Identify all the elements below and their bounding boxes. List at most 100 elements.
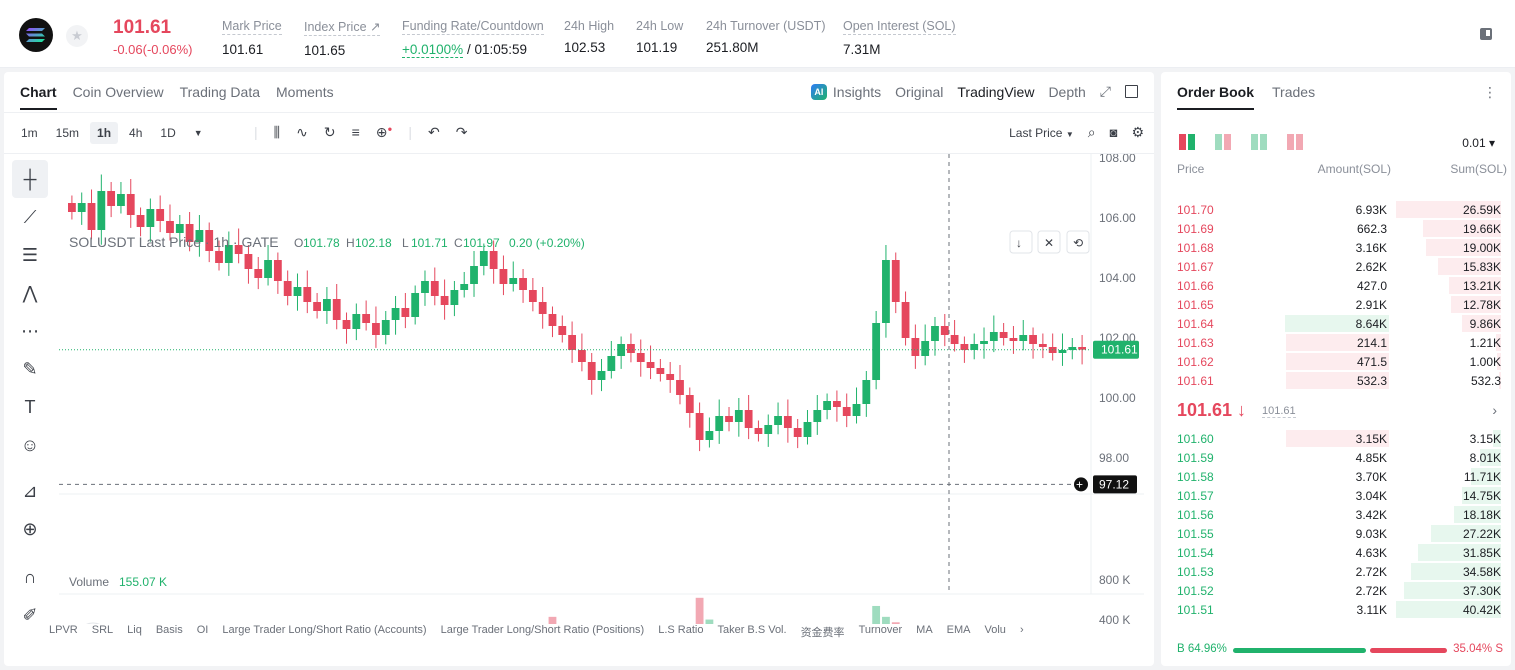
depth-mode-icon[interactable] bbox=[1215, 134, 1231, 150]
tab-trading-data[interactable]: Trading Data bbox=[179, 84, 261, 100]
add-indicator-icon[interactable]: ⊕● bbox=[375, 124, 393, 140]
tab-original[interactable]: Original bbox=[895, 83, 944, 100]
crosshair-icon[interactable]: ┼ bbox=[12, 160, 48, 198]
indicator-item[interactable]: Large Trader Long/Short Ratio (Accounts) bbox=[222, 624, 427, 636]
tab-trades[interactable]: Trades bbox=[1272, 84, 1316, 100]
price-chart[interactable]: 108.00106.00104.00102.00100.0098.00101.6… bbox=[59, 154, 1144, 624]
tab-tradingview[interactable]: TradingView bbox=[957, 83, 1035, 100]
bid-row[interactable]: 101.59 4.85K 8.01K bbox=[1161, 448, 1511, 467]
window-icon[interactable] bbox=[1125, 85, 1138, 98]
candle bbox=[126, 194, 135, 215]
favorite-star-icon[interactable]: ★ bbox=[66, 25, 88, 47]
ask-row[interactable]: 101.61 532.3 532.3 bbox=[1161, 371, 1511, 390]
volume-bar bbox=[705, 619, 714, 624]
trend-line-icon[interactable]: ⟋ bbox=[23, 206, 37, 227]
interval-1d[interactable]: 1D bbox=[160, 126, 176, 140]
replay-icon[interactable]: ↻ bbox=[323, 124, 336, 140]
undo-icon[interactable]: ↶ bbox=[427, 124, 440, 140]
indicators-icon[interactable]: ∿ bbox=[296, 124, 308, 140]
ask-row[interactable]: 101.68 3.16K 19.00K bbox=[1161, 238, 1511, 257]
candle bbox=[882, 260, 890, 323]
tab-moments[interactable]: Moments bbox=[276, 84, 334, 100]
ask-row[interactable]: 101.64 8.64K 9.86K bbox=[1161, 314, 1511, 333]
stat-value: 7.31M bbox=[843, 42, 881, 57]
text-icon[interactable]: T bbox=[24, 396, 36, 417]
candle bbox=[332, 299, 341, 320]
candle bbox=[391, 308, 400, 320]
tab-coin-overview[interactable]: Coin Overview bbox=[72, 84, 164, 100]
bids-only-icon[interactable] bbox=[1251, 134, 1267, 150]
tab-depth[interactable]: Depth bbox=[1048, 83, 1086, 100]
interval-1h[interactable]: 1h bbox=[90, 122, 119, 144]
bid-row[interactable]: 101.56 3.42K 18.18K bbox=[1161, 505, 1511, 524]
zoom-in-icon[interactable]: ⊕ bbox=[22, 518, 38, 539]
bid-row[interactable]: 101.52 2.72K 37.30K bbox=[1161, 581, 1511, 600]
bid-row[interactable]: 101.55 9.03K 27.22K bbox=[1161, 524, 1511, 543]
fib-icon[interactable]: ⋯ bbox=[21, 320, 39, 341]
bid-row[interactable]: 101.58 3.70K 11.71K bbox=[1161, 467, 1511, 486]
candle bbox=[215, 251, 223, 263]
ruler-icon[interactable]: ⊿ bbox=[22, 480, 38, 501]
interval-15m[interactable]: 15m bbox=[55, 126, 80, 140]
brush-icon[interactable]: ✎ bbox=[22, 358, 38, 379]
candle bbox=[607, 356, 616, 371]
gear-icon[interactable]: ⚙ bbox=[1131, 124, 1144, 140]
more-icon[interactable]: ⋮ bbox=[1483, 84, 1497, 100]
ask-row[interactable]: 101.66 427.0 13.21K bbox=[1161, 276, 1511, 295]
indicator-item[interactable]: Liq bbox=[127, 624, 142, 636]
ask-row[interactable]: 101.62 471.5 1.00K bbox=[1161, 352, 1511, 371]
ask-row[interactable]: 101.69 662.3 19.66K bbox=[1161, 219, 1511, 238]
tab-chart[interactable]: Chart bbox=[20, 84, 57, 110]
indicator-item[interactable]: Basis bbox=[155, 624, 183, 636]
ask-row[interactable]: 101.70 6.93K 26.59K bbox=[1161, 200, 1511, 219]
chevron-down-icon[interactable]: ▼ bbox=[193, 128, 203, 138]
bid-row[interactable]: 101.60 3.15K 3.15K bbox=[1161, 429, 1511, 448]
camera-icon[interactable]: ◙ bbox=[1109, 125, 1118, 140]
bid-row[interactable]: 101.51 3.11K 40.42K bbox=[1161, 600, 1511, 619]
both-sides-icon[interactable] bbox=[1179, 134, 1195, 150]
tab-insights[interactable]: Insights bbox=[832, 83, 882, 100]
order-sum: 1.21K bbox=[1469, 336, 1501, 350]
indicator-item[interactable]: Volu bbox=[984, 624, 1006, 636]
search-icon[interactable]: ⌕ bbox=[1087, 124, 1096, 140]
templates-icon[interactable]: ≡ bbox=[351, 124, 360, 140]
bid-row[interactable]: 101.57 3.04K 14.75K bbox=[1161, 486, 1511, 505]
asks-only-icon[interactable] bbox=[1287, 134, 1303, 150]
indicator-item[interactable]: LPVR bbox=[49, 624, 78, 636]
book-icon[interactable] bbox=[1478, 26, 1498, 46]
candle bbox=[499, 269, 508, 284]
indicator-item[interactable]: SRL bbox=[91, 624, 114, 636]
indicator-item[interactable]: Taker B.S Vol. bbox=[717, 624, 787, 636]
indicator-item[interactable]: L.S Ratio bbox=[658, 624, 704, 636]
indicator-item[interactable]: Large Trader Long/Short Ratio (Positions… bbox=[440, 624, 645, 636]
candle bbox=[313, 302, 321, 311]
precision-select[interactable]: 0.01 ▾ bbox=[1462, 136, 1495, 150]
pattern-icon[interactable]: ⋀ bbox=[22, 282, 38, 303]
stat-index-price[interactable]: Index Price ↗ 101.65 bbox=[304, 19, 381, 58]
tab-order-book[interactable]: Order Book bbox=[1177, 84, 1255, 110]
stat-24h-high: 24h High 102.53 bbox=[564, 19, 614, 55]
candle bbox=[107, 191, 116, 206]
indicator-item[interactable]: Turnover bbox=[858, 624, 903, 636]
ask-row[interactable]: 101.65 2.91K 12.78K bbox=[1161, 295, 1511, 314]
chevron-right-icon[interactable]: › bbox=[1019, 624, 1024, 636]
chevron-right-icon[interactable]: › bbox=[1492, 402, 1497, 418]
indicator-item[interactable]: MA bbox=[916, 624, 933, 636]
bid-row[interactable]: 101.53 2.72K 34.58K bbox=[1161, 562, 1511, 581]
expand-icon[interactable]: ⤢ bbox=[1099, 83, 1111, 99]
redo-icon[interactable]: ↷ bbox=[455, 124, 468, 140]
price-type-select[interactable]: Last Price ▼ bbox=[1009, 125, 1074, 140]
magnet-icon[interactable]: ∩ bbox=[23, 566, 37, 587]
candle-type-icon[interactable]: ⫼ bbox=[273, 124, 281, 140]
interval-1m[interactable]: 1m bbox=[21, 126, 38, 140]
emoji-icon[interactable]: ☺ bbox=[20, 434, 40, 455]
ask-row[interactable]: 101.67 2.62K 15.83K bbox=[1161, 257, 1511, 276]
pencil-icon[interactable]: ✐ bbox=[22, 604, 38, 625]
horizontal-lines-icon[interactable]: ☰ bbox=[21, 244, 39, 265]
indicator-item[interactable]: OI bbox=[196, 624, 209, 636]
bid-row[interactable]: 101.54 4.63K 31.85K bbox=[1161, 543, 1511, 562]
ask-row[interactable]: 101.63 214.1 1.21K bbox=[1161, 333, 1511, 352]
indicator-item[interactable]: EMA bbox=[946, 624, 971, 636]
indicator-item[interactable]: 资金费率 bbox=[800, 627, 845, 639]
interval-4h[interactable]: 4h bbox=[129, 126, 143, 140]
